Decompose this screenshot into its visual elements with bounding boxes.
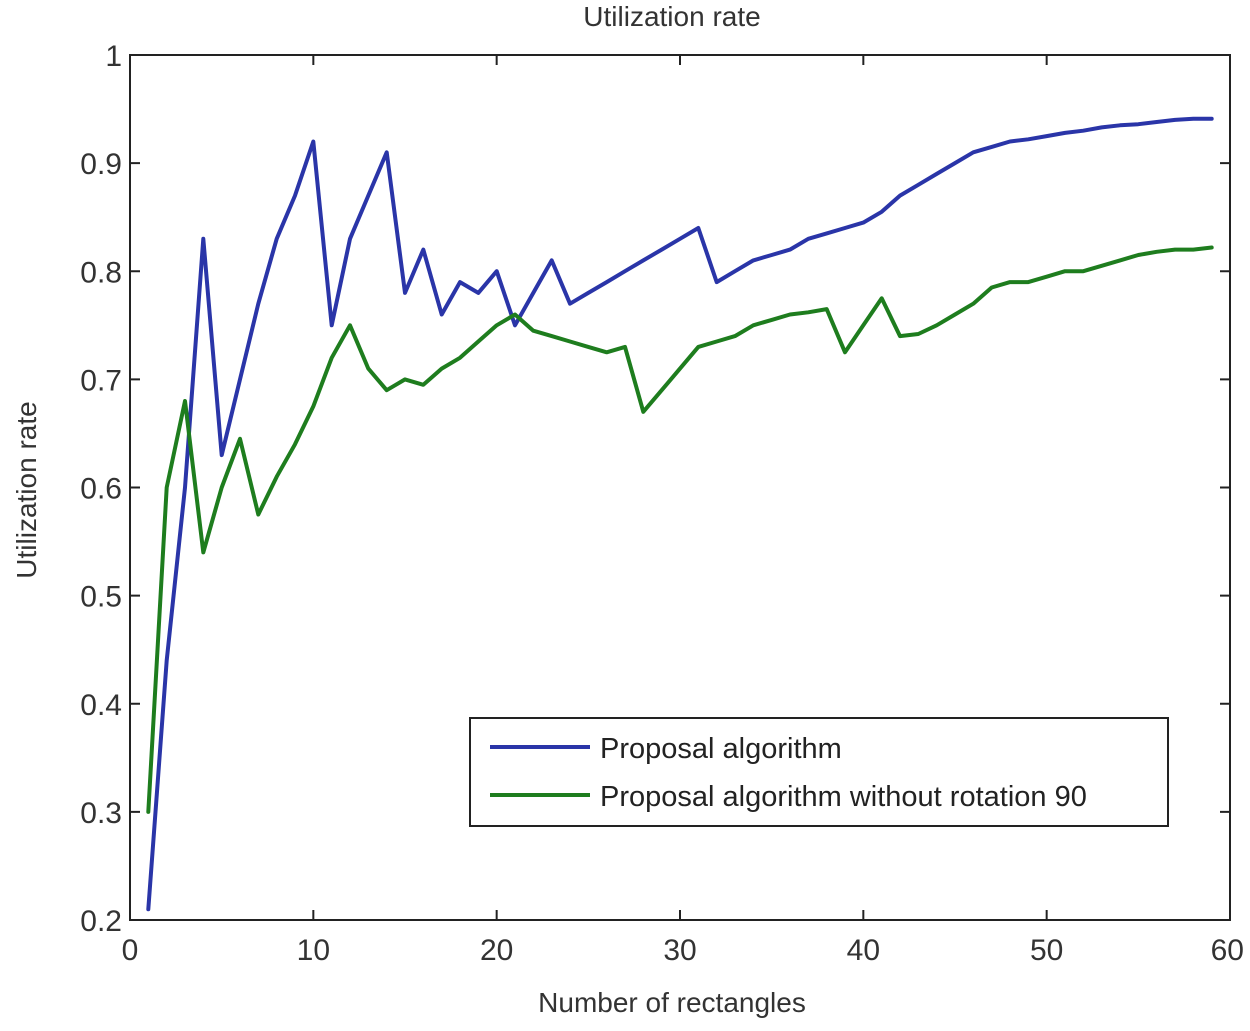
legend: Proposal algorithm Proposal algorithm wi… (469, 717, 1169, 827)
y-axis: 0.2 0.3 0.4 0.5 0.6 0.7 0.8 0.9 1 (80, 40, 1230, 938)
legend-box (469, 717, 1169, 827)
y-tick-label: 0.3 (80, 797, 122, 830)
x-tick-label: 60 (1211, 934, 1244, 967)
y-tick-label: 0.7 (80, 364, 122, 397)
chart-title: Utilization rate (583, 1, 760, 32)
series-lines (146, 116, 1214, 912)
x-tick-label: 30 (663, 934, 696, 967)
y-tick-label: 0.8 (80, 256, 122, 289)
x-tick-label: 50 (1030, 934, 1063, 967)
x-tick-label: 20 (480, 934, 513, 967)
series-line-1 (146, 245, 1214, 814)
x-tick-label: 0 (122, 934, 139, 967)
y-tick-label: 0.2 (80, 905, 122, 938)
x-tick-label: 40 (847, 934, 880, 967)
y-tick-label: 1 (105, 40, 122, 73)
y-tick-label: 0.4 (80, 689, 122, 722)
y-tick-label: 0.5 (80, 581, 122, 614)
y-tick-label: 0.6 (80, 473, 122, 506)
x-axis-title: Number of rectangles (538, 987, 806, 1018)
x-axis: 0 10 20 30 40 50 60 (122, 55, 1244, 967)
y-tick-label: 0.9 (80, 148, 122, 181)
series-line-0 (146, 116, 1214, 912)
x-tick-label: 10 (297, 934, 330, 967)
legend-label-proposal: Proposal algorithm (600, 733, 842, 765)
legend-label-without-rotation: Proposal algorithm without rotation 90 (600, 781, 1087, 813)
y-axis-title: Utilization rate (11, 401, 42, 578)
